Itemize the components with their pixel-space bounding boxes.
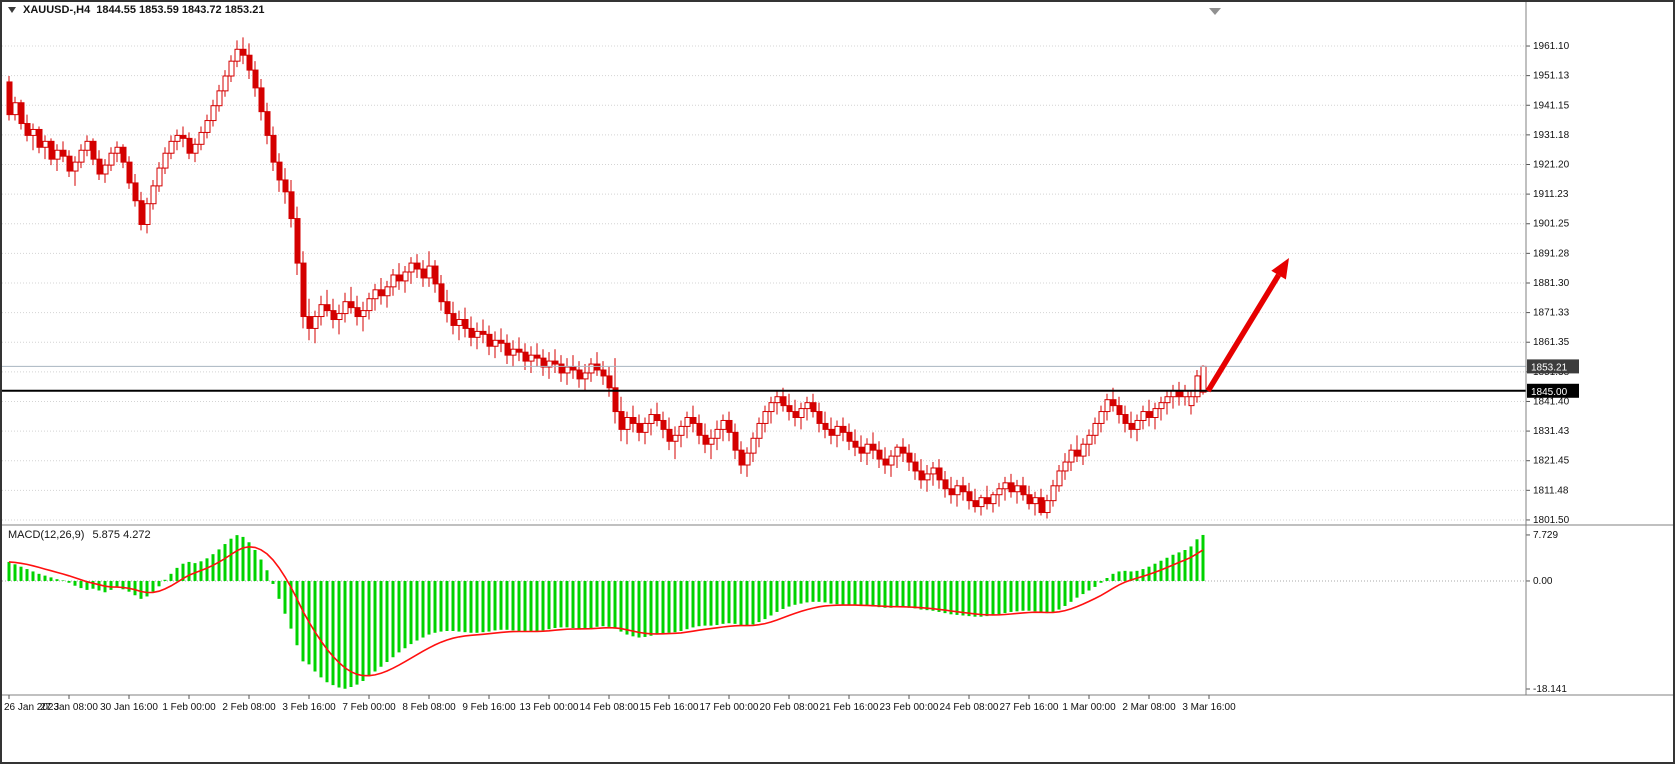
svg-text:14 Feb 08:00: 14 Feb 08:00 bbox=[580, 702, 639, 713]
macd-values: 5.875 4.272 bbox=[92, 529, 151, 541]
svg-text:27 Jan 08:00: 27 Jan 08:00 bbox=[40, 702, 98, 713]
svg-text:2 Feb 08:00: 2 Feb 08:00 bbox=[222, 702, 276, 713]
panel-separators bbox=[2, 2, 1673, 696]
svg-text:1841.40: 1841.40 bbox=[1533, 396, 1570, 407]
svg-text:7 Feb 00:00: 7 Feb 00:00 bbox=[342, 702, 396, 713]
svg-text:0.00: 0.00 bbox=[1533, 576, 1553, 587]
svg-text:1881.30: 1881.30 bbox=[1533, 278, 1570, 289]
macd-indicator-label: MACD(12,26,9) 5.875 4.272 bbox=[8, 529, 156, 541]
svg-text:1811.48: 1811.48 bbox=[1533, 485, 1569, 496]
svg-text:1821.45: 1821.45 bbox=[1533, 456, 1570, 467]
svg-text:13 Feb 00:00: 13 Feb 00:00 bbox=[520, 702, 579, 713]
svg-text:1901.25: 1901.25 bbox=[1533, 219, 1570, 230]
symbol-dropdown-icon[interactable] bbox=[8, 7, 16, 13]
svg-text:17 Feb 00:00: 17 Feb 00:00 bbox=[700, 702, 759, 713]
symbol-timeframe-label: XAUUSD-,H4 bbox=[23, 4, 91, 16]
svg-text:1951.13: 1951.13 bbox=[1533, 71, 1570, 82]
svg-text:1861.35: 1861.35 bbox=[1533, 337, 1570, 348]
svg-text:20 Feb 08:00: 20 Feb 08:00 bbox=[760, 702, 819, 713]
macd-histogram bbox=[2, 534, 1526, 689]
svg-text:1801.50: 1801.50 bbox=[1533, 515, 1570, 526]
svg-text:1931.18: 1931.18 bbox=[1533, 130, 1570, 141]
macd-title: MACD(12,26,9) bbox=[8, 529, 85, 541]
svg-text:23 Feb 00:00: 23 Feb 00:00 bbox=[880, 702, 939, 713]
chart-shift-marker-icon[interactable] bbox=[1209, 8, 1221, 15]
svg-text:1831.43: 1831.43 bbox=[1533, 426, 1570, 437]
svg-text:1961.10: 1961.10 bbox=[1533, 41, 1570, 52]
macd-signal-line bbox=[8, 545, 1204, 677]
candlesticks[interactable] bbox=[6, 37, 1207, 519]
macd-scale[interactable]: 7.729 0.00 -18.141 bbox=[1526, 530, 1567, 695]
ohlc-values: 1844.55 1853.59 1843.72 1853.21 bbox=[96, 4, 265, 16]
svg-text:9 Feb 16:00: 9 Feb 16:00 bbox=[462, 702, 516, 713]
symbol-info-bar: XAUUSD-,H4 1844.55 1853.59 1843.72 1853.… bbox=[8, 4, 264, 16]
svg-text:26 Jan 2023: 26 Jan 2023 bbox=[4, 702, 59, 713]
svg-text:30 Jan 16:00: 30 Jan 16:00 bbox=[100, 702, 158, 713]
svg-text:27 Feb 16:00: 27 Feb 16:00 bbox=[1000, 702, 1059, 713]
svg-text:1 Feb 00:00: 1 Feb 00:00 bbox=[162, 702, 216, 713]
svg-text:1941.15: 1941.15 bbox=[1533, 100, 1570, 111]
svg-text:3 Feb 16:00: 3 Feb 16:00 bbox=[282, 702, 336, 713]
current-price-badge: 1853.21 bbox=[1527, 359, 1579, 374]
svg-text:-18.141: -18.141 bbox=[1533, 684, 1567, 695]
svg-text:7.729: 7.729 bbox=[1533, 530, 1558, 541]
svg-text:2 Mar 08:00: 2 Mar 08:00 bbox=[1122, 702, 1176, 713]
svg-text:1871.33: 1871.33 bbox=[1533, 308, 1570, 319]
horizontal-line-1845[interactable]: 1845.00 bbox=[2, 383, 1579, 398]
svg-text:15 Feb 16:00: 15 Feb 16:00 bbox=[640, 702, 699, 713]
svg-text:1845.00: 1845.00 bbox=[1531, 387, 1568, 398]
svg-text:1891.28: 1891.28 bbox=[1533, 248, 1570, 259]
trend-arrow[interactable] bbox=[1205, 258, 1289, 393]
svg-text:1921.20: 1921.20 bbox=[1533, 160, 1570, 171]
svg-text:24 Feb 08:00: 24 Feb 08:00 bbox=[940, 702, 999, 713]
svg-text:21 Feb 16:00: 21 Feb 16:00 bbox=[820, 702, 879, 713]
svg-text:1911.23: 1911.23 bbox=[1533, 189, 1569, 200]
svg-text:1853.21: 1853.21 bbox=[1531, 362, 1568, 373]
svg-text:3 Mar 16:00: 3 Mar 16:00 bbox=[1182, 702, 1236, 713]
price-scale[interactable]: 1961.10 1951.13 1941.15 1931.18 1921.20 1911.… bbox=[1526, 41, 1570, 526]
svg-text:1 Mar 00:00: 1 Mar 00:00 bbox=[1062, 702, 1116, 713]
svg-text:8 Feb 08:00: 8 Feb 08:00 bbox=[402, 702, 456, 713]
price-gridlines bbox=[2, 45, 1526, 521]
